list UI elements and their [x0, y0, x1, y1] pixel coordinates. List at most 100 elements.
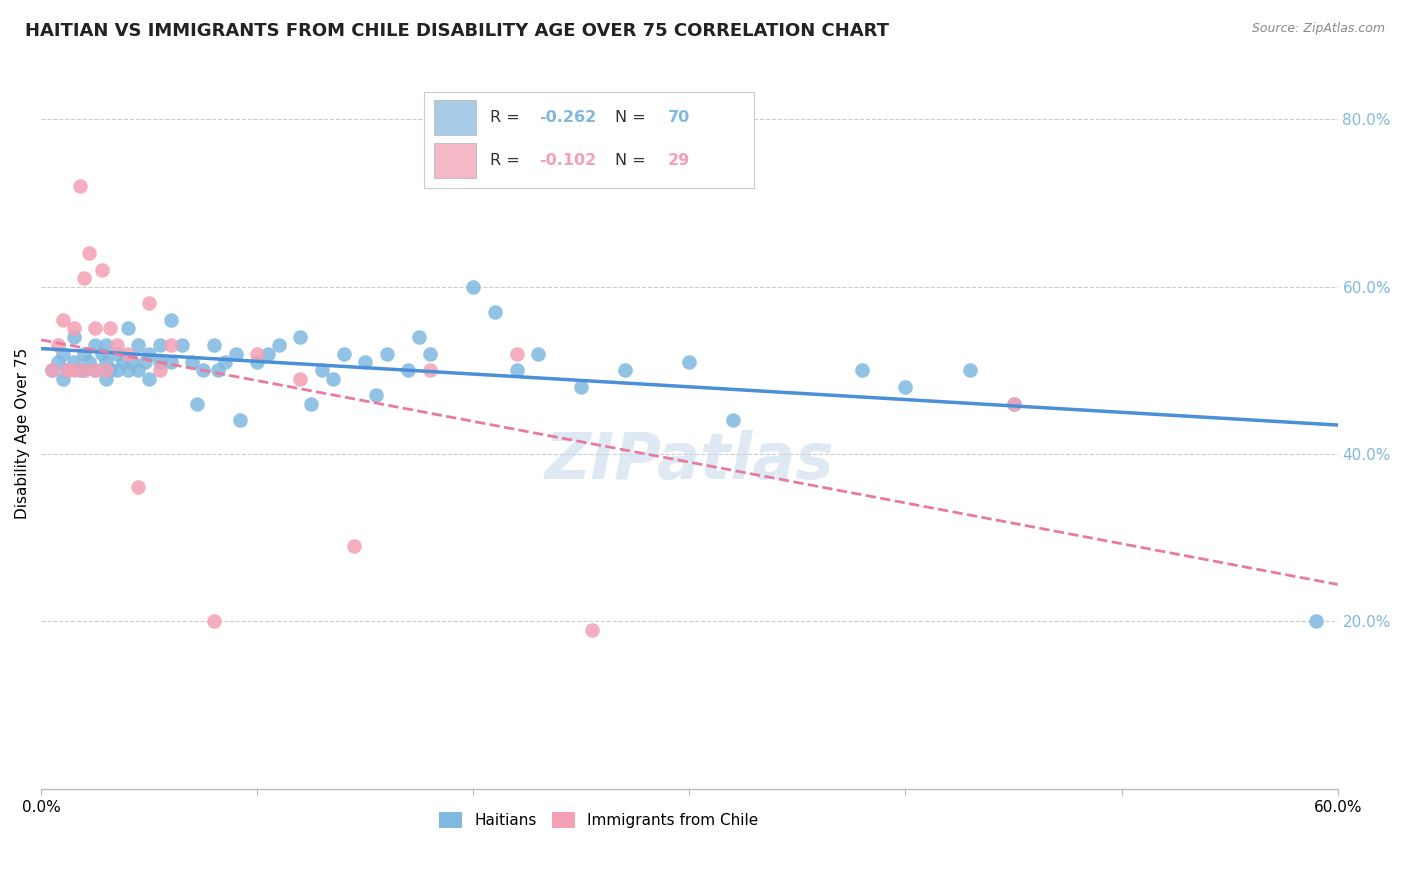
Point: [69, 179, 91, 194]
Point: [117, 346, 139, 360]
Point: [52, 371, 75, 385]
Point: [354, 355, 377, 369]
Point: [62, 330, 84, 344]
Point: [127, 480, 149, 494]
Point: [56, 363, 79, 377]
Point: [69, 363, 91, 377]
Point: [48, 338, 70, 352]
Point: [186, 397, 208, 411]
Point: [299, 397, 322, 411]
Point: [117, 321, 139, 335]
Legend: Haitians, Immigrants from Chile: Haitians, Immigrants from Chile: [433, 806, 765, 834]
Point: [134, 355, 156, 369]
Point: [1305, 614, 1327, 628]
Point: [527, 346, 550, 360]
Point: [229, 413, 252, 427]
Point: [484, 304, 506, 318]
Point: [90, 346, 112, 360]
Point: [505, 363, 527, 377]
Point: [569, 162, 592, 177]
Point: [851, 363, 873, 377]
Point: [84, 321, 107, 335]
Point: [138, 371, 160, 385]
Point: [77, 246, 100, 260]
Point: [246, 355, 269, 369]
Point: [678, 355, 700, 369]
Point: [62, 363, 84, 377]
Y-axis label: Disability Age Over 75: Disability Age Over 75: [15, 347, 30, 518]
Point: [322, 371, 344, 385]
Point: [98, 363, 121, 377]
Point: [364, 388, 387, 402]
Point: [52, 313, 75, 327]
Point: [90, 263, 112, 277]
Point: [62, 355, 84, 369]
Point: [159, 338, 181, 352]
Point: [112, 355, 135, 369]
Point: [246, 346, 269, 360]
Point: [959, 363, 981, 377]
Text: HAITIAN VS IMMIGRANTS FROM CHILE DISABILITY AGE OVER 75 CORRELATION CHART: HAITIAN VS IMMIGRANTS FROM CHILE DISABIL…: [25, 22, 890, 40]
Point: [463, 279, 485, 293]
Point: [214, 355, 236, 369]
Point: [73, 346, 96, 360]
Point: [419, 363, 441, 377]
Point: [117, 363, 139, 377]
Point: [159, 313, 181, 327]
Point: [105, 346, 128, 360]
Point: [1002, 397, 1025, 411]
Point: [193, 363, 215, 377]
Point: [170, 338, 193, 352]
Point: [127, 363, 149, 377]
Point: [267, 338, 290, 352]
Point: [257, 346, 280, 360]
Point: [225, 346, 247, 360]
Point: [84, 338, 107, 352]
Point: [149, 355, 172, 369]
Point: [1002, 397, 1025, 411]
Point: [505, 346, 527, 360]
Point: [73, 363, 96, 377]
Point: [894, 380, 917, 394]
Point: [56, 363, 79, 377]
Point: [138, 346, 160, 360]
Point: [398, 363, 420, 377]
Point: [41, 363, 63, 377]
Point: [94, 338, 117, 352]
Point: [98, 321, 121, 335]
Point: [149, 338, 172, 352]
Point: [408, 330, 430, 344]
Text: ZIPatlas: ZIPatlas: [544, 431, 834, 492]
Point: [41, 363, 63, 377]
Point: [84, 363, 107, 377]
Point: [48, 355, 70, 369]
Point: [207, 363, 229, 377]
Point: [181, 355, 204, 369]
Point: [105, 338, 128, 352]
Point: [73, 271, 96, 285]
Point: [202, 614, 225, 628]
Point: [343, 539, 366, 553]
Point: [290, 371, 312, 385]
Point: [613, 363, 636, 377]
Point: [332, 346, 354, 360]
Point: [159, 355, 181, 369]
Point: [149, 363, 172, 377]
Point: [581, 623, 603, 637]
Point: [290, 330, 312, 344]
Point: [62, 321, 84, 335]
Point: [94, 355, 117, 369]
Point: [202, 338, 225, 352]
Point: [94, 371, 117, 385]
Point: [73, 363, 96, 377]
Point: [105, 363, 128, 377]
Point: [127, 338, 149, 352]
Point: [52, 346, 75, 360]
Point: [138, 296, 160, 310]
Point: [569, 380, 592, 394]
Point: [721, 413, 744, 427]
Point: [121, 355, 143, 369]
Point: [84, 363, 107, 377]
Text: Source: ZipAtlas.com: Source: ZipAtlas.com: [1251, 22, 1385, 36]
Point: [419, 346, 441, 360]
